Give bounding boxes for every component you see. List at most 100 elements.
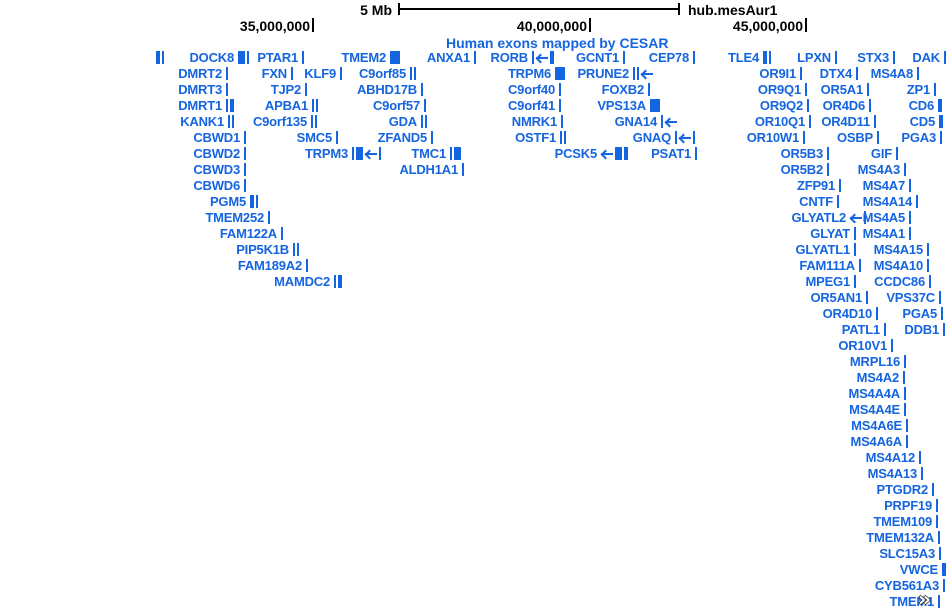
exon-marks[interactable]	[601, 147, 628, 160]
exon-marks[interactable]	[226, 99, 234, 112]
exon-marks[interactable]	[390, 51, 400, 64]
gene-label[interactable]: FAM111A	[799, 258, 855, 273]
gene-label[interactable]: PSAT1	[651, 146, 691, 161]
gene-label[interactable]: GNAQ	[632, 130, 671, 145]
gene-item-trpm6[interactable]: TRPM6	[508, 67, 565, 80]
gene-label[interactable]: MS4A12	[865, 450, 916, 465]
gene-item-or5b2[interactable]: OR5B2	[781, 163, 829, 176]
gene-item-or9q1[interactable]: OR9Q1	[758, 83, 807, 96]
gene-item-c9orf40[interactable]: C9orf40	[508, 83, 561, 96]
gene-item-prune2[interactable]: PRUNE2	[577, 67, 653, 80]
exon-marks[interactable]	[334, 275, 342, 288]
gene-label[interactable]: MS4A6E	[851, 418, 902, 433]
exon-marks[interactable]	[909, 179, 911, 192]
gene-label[interactable]: CBWD3	[193, 162, 240, 177]
exon-marks[interactable]	[695, 147, 697, 160]
exon-marks[interactable]	[633, 67, 653, 80]
gene-label[interactable]: PRPF19	[884, 498, 932, 513]
gene-item-c9orf135[interactable]: C9orf135	[253, 115, 317, 128]
exon-marks[interactable]	[938, 531, 940, 544]
exon-marks[interactable]	[942, 563, 946, 576]
exon-marks[interactable]	[927, 243, 929, 256]
exon-marks[interactable]	[268, 211, 270, 224]
exon-marks[interactable]	[856, 67, 858, 80]
exon-marks[interactable]	[850, 211, 866, 224]
gene-item-or4d11[interactable]: OR4D11	[821, 115, 876, 128]
gene-item-pgm5[interactable]: PGM5	[210, 195, 258, 208]
exon-marks[interactable]	[410, 67, 416, 80]
exon-marks[interactable]	[827, 163, 829, 176]
gene-label[interactable]: FAM122A	[219, 226, 277, 241]
exon-marks[interactable]	[809, 115, 811, 128]
exon-marks[interactable]	[474, 51, 476, 64]
exon-marks[interactable]	[228, 115, 234, 128]
exon-marks[interactable]	[877, 131, 879, 144]
gene-item-zfand5[interactable]: ZFAND5	[378, 131, 433, 144]
exon-marks[interactable]	[306, 259, 308, 272]
gene-label[interactable]: SMC5	[296, 130, 333, 145]
gene-label[interactable]: VPS37C	[886, 290, 935, 305]
gene-item-prpf19[interactable]: PRPF19	[884, 499, 938, 512]
gene-item-ms4a12[interactable]: MS4A12	[866, 451, 921, 464]
exon-marks[interactable]	[424, 99, 426, 112]
exon-marks[interactable]	[929, 275, 931, 288]
exon-marks[interactable]	[336, 131, 338, 144]
gene-item-tmem1[interactable]: TMEM1	[889, 595, 940, 608]
gene-label[interactable]: PGA5	[902, 306, 937, 321]
gene-label[interactable]: FOXB2	[601, 82, 645, 97]
exon-marks[interactable]	[250, 195, 258, 208]
gene-item-vps37c[interactable]: VPS37C	[886, 291, 941, 304]
exon-marks[interactable]	[866, 291, 868, 304]
gene-item-slc15a3[interactable]: SLC15A3	[879, 547, 941, 560]
gene-item-tle4[interactable]: TLE4	[728, 51, 771, 64]
gene-label[interactable]: MS4A1	[862, 226, 906, 241]
gene-item-mrpl16[interactable]: MRPL16	[850, 355, 906, 368]
exon-marks[interactable]	[943, 323, 945, 336]
exon-marks[interactable]	[244, 163, 246, 176]
gene-item-or10w1[interactable]: OR10W1	[747, 131, 805, 144]
gene-label[interactable]: ZFP91	[796, 178, 835, 193]
exon-marks[interactable]	[854, 275, 856, 288]
gene-label[interactable]: MS4A13	[867, 466, 918, 481]
exon-marks[interactable]	[874, 115, 876, 128]
gene-item-c9orf57[interactable]: C9orf57	[373, 99, 426, 112]
gene-item-ms4a10[interactable]: MS4A10	[874, 259, 929, 272]
gene-label[interactable]: MS4A3	[857, 162, 901, 177]
gene-item-ms4a5[interactable]: MS4A5	[863, 211, 911, 224]
exon-marks[interactable]	[859, 259, 861, 272]
gene-label[interactable]: TMEM132A	[866, 530, 934, 545]
gene-label[interactable]: C9orf135	[252, 114, 307, 129]
exon-marks[interactable]	[805, 83, 807, 96]
exon-marks[interactable]	[226, 83, 228, 96]
gene-label[interactable]: CCDC86	[874, 274, 925, 289]
exon-marks[interactable]	[932, 483, 934, 496]
exon-marks[interactable]	[312, 99, 318, 112]
gene-item-glyatl2[interactable]: GLYATL2	[792, 211, 866, 224]
exon-marks[interactable]	[927, 259, 929, 272]
gene-label[interactable]: APBA1	[264, 98, 308, 113]
gene-label[interactable]: VWCE	[899, 562, 938, 577]
gene-item-pga3[interactable]: PGA3	[901, 131, 942, 144]
exon-marks[interactable]	[854, 243, 856, 256]
gene-item-pga5[interactable]: PGA5	[902, 307, 943, 320]
gene-label[interactable]: C9orf85	[358, 66, 406, 81]
exon-marks[interactable]	[340, 67, 342, 80]
exon-marks[interactable]	[904, 387, 906, 400]
exon-marks[interactable]	[943, 579, 945, 592]
gene-label[interactable]: TRPM6	[507, 66, 551, 81]
exon-marks[interactable]	[906, 435, 908, 448]
gene-label[interactable]: PRUNE2	[577, 66, 629, 81]
exon-marks[interactable]	[311, 115, 317, 128]
gene-item-ddb1[interactable]: DDB1	[904, 323, 945, 336]
gene-item-zfp91[interactable]: ZFP91	[797, 179, 841, 192]
gene-item-dock8[interactable]: DOCK8	[189, 51, 249, 64]
exon-marks[interactable]	[919, 451, 921, 464]
gene-item-dmrt2[interactable]: DMRT2	[178, 67, 228, 80]
gene-item-or5a1[interactable]: OR5A1	[821, 83, 869, 96]
gene-label[interactable]: C9orf40	[507, 82, 555, 97]
gene-label[interactable]: NMRK1	[511, 114, 557, 129]
exon-marks[interactable]	[938, 99, 942, 112]
gene-label[interactable]: OSBP	[836, 130, 873, 145]
gene-label[interactable]: TMEM2	[341, 50, 386, 65]
exon-marks[interactable]	[835, 51, 837, 64]
